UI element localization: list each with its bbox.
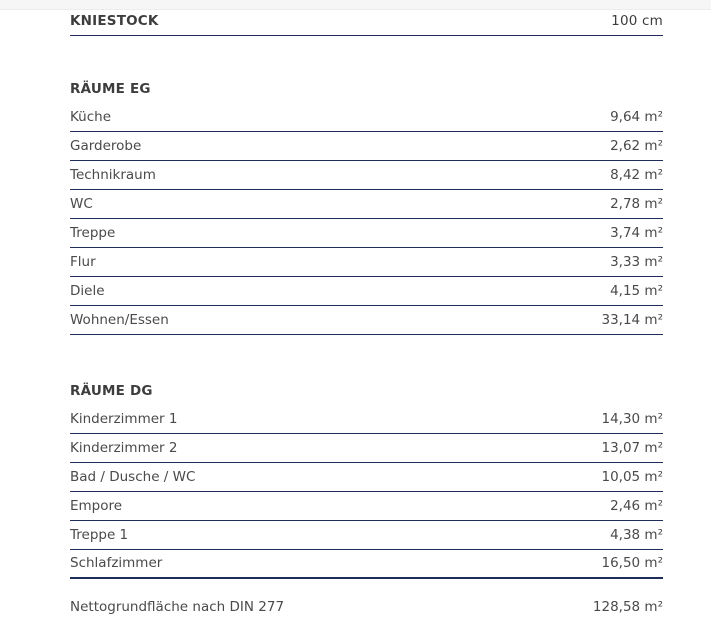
room-row: Kinderzimmer 2 13,07 m² [70,434,663,463]
room-area: 33,14 m² [601,312,663,328]
room-name: Technikraum [70,167,156,183]
room-area: 2,46 m² [610,498,663,514]
raeume-dg-list: Kinderzimmer 1 14,30 m² Kinderzimmer 2 13,0… [70,405,663,579]
room-name: Kinderzimmer 2 [70,440,178,456]
room-area: 3,74 m² [610,225,663,241]
room-row: Kinderzimmer 1 14,30 m² [70,405,663,434]
raeume-eg-title: RÄUME EG [70,81,151,97]
room-row: Bad / Dusche / WC 10,05 m² [70,463,663,492]
room-area: 2,62 m² [610,138,663,154]
kniestock-label: KNIESTOCK [70,13,159,29]
kniestock-row: KNIESTOCK 100 cm [70,13,663,36]
room-row: Empore 2,46 m² [70,492,663,521]
room-row: Flur 3,33 m² [70,248,663,277]
room-name: Kinderzimmer 1 [70,411,178,427]
room-area: 13,07 m² [601,440,663,456]
room-name: Wohnen/Essen [70,312,169,328]
room-area: 16,50 m² [601,555,663,571]
room-area: 4,38 m² [610,527,663,543]
room-area: 9,64 m² [610,109,663,125]
room-name: Treppe 1 [70,527,129,543]
total-value: 128,58 m² [592,599,663,615]
room-name: Bad / Dusche / WC [70,469,196,485]
total-row: Nettogrundfläche nach DIN 277 128,58 m² [70,592,663,621]
room-row: WC 2,78 m² [70,190,663,219]
room-name: Diele [70,283,105,299]
room-row: Treppe 1 4,38 m² [70,521,663,550]
room-row: Technikraum 8,42 m² [70,161,663,190]
total-label: Nettogrundfläche nach DIN 277 [70,599,285,615]
raeume-dg-section: RÄUME DG Kinderzimmer 1 14,30 m² Kinderzim… [70,382,663,579]
room-area: 14,30 m² [601,411,663,427]
room-row: Wohnen/Essen 33,14 m² [70,306,663,335]
room-area: 10,05 m² [601,469,663,485]
kniestock-value: 100 cm [611,13,663,29]
room-row: Küche 9,64 m² [70,103,663,132]
top-strip [0,0,711,10]
room-name: Empore [70,498,123,514]
total-section: Nettogrundfläche nach DIN 277 128,58 m² [70,592,663,621]
room-area: 4,15 m² [610,283,663,299]
room-name: Flur [70,254,96,270]
kniestock-section: KNIESTOCK 100 cm [70,13,663,36]
room-row: Garderobe 2,62 m² [70,132,663,161]
raeume-eg-section: RÄUME EG Küche 9,64 m² Garderobe 2,62 m² Tec… [70,80,663,335]
raeume-eg-list: Küche 9,64 m² Garderobe 2,62 m² Technikraum 8… [70,103,663,335]
room-area: 2,78 m² [610,196,663,212]
room-area: 8,42 m² [610,167,663,183]
room-name: Treppe [70,225,116,241]
room-row: Schlafzimmer 16,50 m² [70,550,663,579]
room-area: 3,33 m² [610,254,663,270]
room-name: Schlafzimmer [70,555,163,571]
room-name: Garderobe [70,138,142,154]
room-row: Diele 4,15 m² [70,277,663,306]
room-row: Treppe 3,74 m² [70,219,663,248]
room-name: WC [70,196,93,212]
room-name: Küche [70,109,112,125]
raeume-dg-title: RÄUME DG [70,383,153,399]
